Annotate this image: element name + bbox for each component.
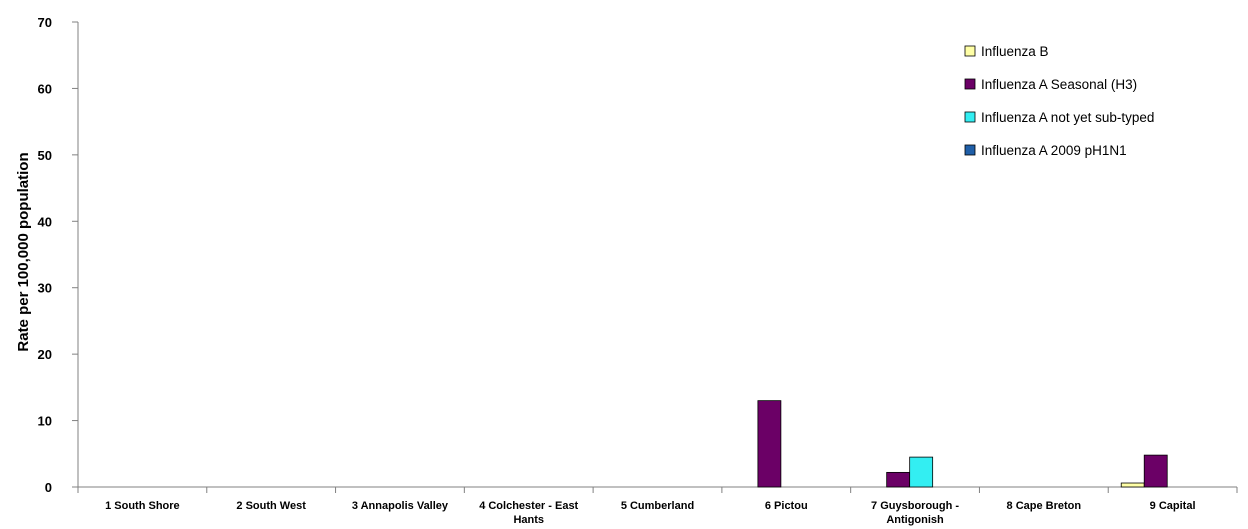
y-tick-label: 40 — [38, 214, 52, 229]
legend-swatch — [964, 78, 976, 90]
x-tick-label: 5 Cumberland — [621, 500, 694, 512]
y-tick-label: 10 — [38, 414, 52, 429]
x-tick-label: 6 Pictou — [765, 500, 808, 512]
legend-label: Influenza A not yet sub-typed — [981, 110, 1154, 125]
legend-item-influenza-a-seasonal-h3: Influenza A Seasonal (H3) — [964, 77, 1137, 92]
bars — [757, 400, 1168, 488]
x-tick-label: 2 South West — [236, 500, 306, 512]
x-tick-label: 1 South Shore — [105, 500, 180, 512]
x-tick-label: 7 Guysborough -Antigonish — [871, 500, 959, 526]
x-tick-label: 8 Cape Breton — [1007, 500, 1082, 512]
bar-influenza-a-seasonal-h3-7-guysborough-antigonish — [886, 471, 911, 488]
legend-label: Influenza A 2009 pH1N1 — [981, 143, 1127, 158]
x-axis: 1 South Shore 2 South West 3 Annapolis Val… — [77, 486, 1238, 526]
y-axis: 0 10 20 30 40 50 60 70 — [38, 15, 79, 495]
legend-item-influenza-b: Influenza B — [964, 44, 1049, 59]
legend-swatch — [964, 111, 976, 123]
x-tick-label: 9 Capital — [1150, 500, 1196, 512]
y-tick-label: 50 — [38, 148, 52, 163]
y-tick-label: 0 — [45, 480, 52, 495]
y-tick-label: 30 — [38, 281, 52, 296]
bar-influenza-a-not-yet-sub-typed-7-guysborough-antigonish — [909, 456, 934, 488]
y-tick-label: 70 — [38, 15, 52, 30]
y-tick-label: 20 — [38, 347, 52, 362]
legend-item-influenza-a-2009-ph1n1: Influenza A 2009 pH1N1 — [964, 143, 1127, 158]
bar-influenza-b-9-capital — [1120, 482, 1145, 488]
legend-swatch — [964, 45, 976, 57]
y-tick-label: 60 — [38, 81, 52, 96]
legend-label: Influenza B — [981, 44, 1049, 59]
bar-influenza-a-seasonal-h3-9-capital — [1143, 454, 1168, 488]
bar-influenza-a-seasonal-h3-6-pictou — [757, 400, 782, 488]
legend-label: Influenza A Seasonal (H3) — [981, 77, 1137, 92]
x-tick-label: 4 Colchester - East Hants — [479, 500, 578, 526]
legend: Influenza B Influenza A Seasonal (H3) Infl… — [964, 44, 1154, 158]
legend-item-influenza-a-not-yet-sub-typed: Influenza A not yet sub-typed — [964, 110, 1154, 125]
x-tick-label: 3 Annapolis Valley — [352, 500, 449, 512]
legend-swatch — [964, 144, 976, 156]
y-axis-label: Rate per 100,000 population — [15, 152, 32, 351]
